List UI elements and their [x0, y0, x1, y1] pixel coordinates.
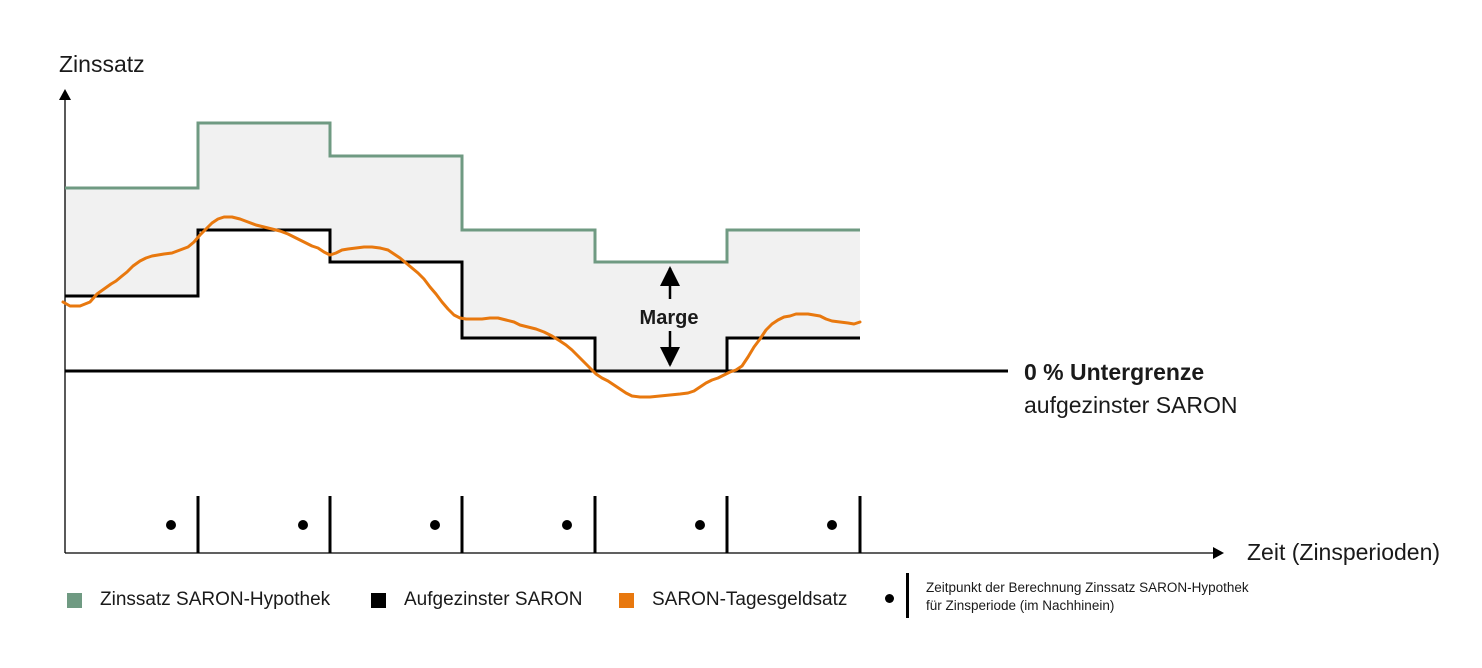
margin-band — [65, 123, 860, 371]
legend-item-compounded-saron: Aufgezinster SARON — [371, 589, 582, 611]
legend: Zinssatz SARON-Hypothek Aufgezinster SAR… — [0, 570, 1482, 630]
calculation-dot — [166, 520, 176, 530]
calculation-dot — [695, 520, 705, 530]
y-axis-arrow-icon — [59, 89, 71, 100]
floor-label-sub: aufgezinster SARON — [1024, 392, 1237, 418]
calculation-dot — [562, 520, 572, 530]
period-ticks — [196, 496, 862, 553]
calculation-dot — [827, 520, 837, 530]
calculation-dots — [166, 520, 837, 530]
legend-label: SARON-Tagesgeldsatz — [652, 589, 848, 610]
x-axis-arrow-icon — [1213, 547, 1224, 559]
legend-item-mortgage: Zinssatz SARON-Hypothek — [67, 589, 330, 611]
period-tick-icon — [906, 573, 909, 618]
dot-icon — [885, 594, 894, 603]
y-axis-title: Zinssatz — [59, 51, 145, 77]
calculation-dot — [298, 520, 308, 530]
legend-item-calculation-point: Zeitpunkt der Berechnung Zinssatz SARON-… — [880, 570, 1280, 622]
margin-label: Marge — [640, 307, 699, 329]
mortgage-rate-line — [65, 121, 860, 264]
legend-label: Aufgezinster SARON — [404, 589, 583, 610]
x-axis-title: Zeit (Zinsperioden) — [1247, 539, 1440, 565]
compounded-saron-line — [65, 228, 860, 373]
floor-label-bold: 0 % Untergrenze — [1024, 359, 1204, 385]
green-square-icon — [67, 592, 82, 608]
black-square-icon — [371, 592, 386, 608]
legend-note-text: Zeitpunkt der Berechnung Zinssatz SARON-… — [926, 580, 1249, 613]
daily-saron-line — [61, 215, 862, 399]
calculation-dot — [430, 520, 440, 530]
orange-square-icon — [619, 592, 634, 608]
legend-label: Zinssatz SARON-Hypothek — [100, 589, 331, 610]
legend-item-daily-saron: SARON-Tagesgeldsatz — [619, 589, 847, 611]
